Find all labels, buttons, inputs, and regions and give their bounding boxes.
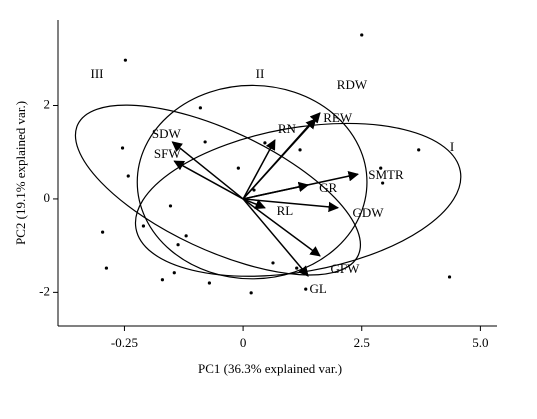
point — [417, 148, 421, 152]
point — [447, 275, 452, 279]
point — [298, 148, 302, 152]
arrow-label: SDW — [152, 126, 182, 141]
point — [304, 287, 308, 291]
point — [360, 33, 364, 37]
point — [295, 266, 299, 270]
y-axis-label: PC2 (19.1% explained var.) — [13, 101, 28, 245]
loading-arrow — [171, 141, 244, 200]
point — [263, 141, 267, 145]
arrow-label: GFW — [331, 261, 361, 276]
point — [172, 271, 176, 275]
x-axis-label: PC1 (36.3% explained var.) — [198, 361, 342, 376]
point — [379, 166, 383, 170]
point — [141, 224, 146, 228]
arrow-label: SMTR — [368, 167, 404, 182]
x-tick-label: 0 — [240, 335, 247, 350]
ellipse-label: III — [91, 66, 104, 81]
point — [104, 266, 109, 270]
point — [120, 146, 125, 150]
point — [203, 140, 207, 144]
point — [207, 281, 211, 285]
y-tick-label: 2 — [44, 96, 51, 111]
loading-arrow — [242, 198, 266, 210]
point — [126, 174, 130, 178]
loading-arrow — [242, 118, 317, 200]
point — [271, 261, 275, 265]
arrow-label: RL — [277, 203, 294, 218]
group-ellipse — [74, 104, 362, 276]
point — [176, 243, 180, 247]
loading-arrow — [242, 171, 359, 200]
point — [184, 234, 188, 238]
y-tick-label: -2 — [39, 283, 50, 298]
arrow-label: GL — [309, 281, 326, 296]
x-tick-label: -0.25 — [111, 335, 138, 350]
point — [236, 166, 240, 170]
x-tick-label: 5.0 — [472, 335, 488, 350]
group-ellipse — [134, 122, 462, 277]
point — [252, 188, 256, 192]
ellipse-label: I — [450, 139, 454, 154]
point — [123, 58, 127, 62]
loading-arrow — [242, 198, 309, 277]
point — [160, 278, 165, 282]
point — [249, 291, 253, 295]
point — [198, 106, 202, 110]
loading-arrow — [242, 139, 276, 200]
point — [168, 204, 173, 208]
loading-arrow — [242, 198, 321, 257]
y-tick-label: 0 — [44, 190, 51, 205]
arrow-label: GR — [319, 180, 337, 195]
arrow-label: GDW — [352, 205, 384, 220]
group-ellipse — [136, 84, 368, 280]
arrow-label: RN — [278, 121, 297, 136]
loading-arrow — [173, 160, 244, 200]
ellipse-label: II — [256, 66, 265, 81]
arrow-label: SFW — [154, 146, 181, 161]
x-tick-label: 2.5 — [354, 335, 370, 350]
point — [101, 230, 105, 234]
point — [381, 181, 385, 185]
arrow-label: RDW — [337, 77, 368, 92]
arrow-label: REW — [323, 110, 353, 125]
